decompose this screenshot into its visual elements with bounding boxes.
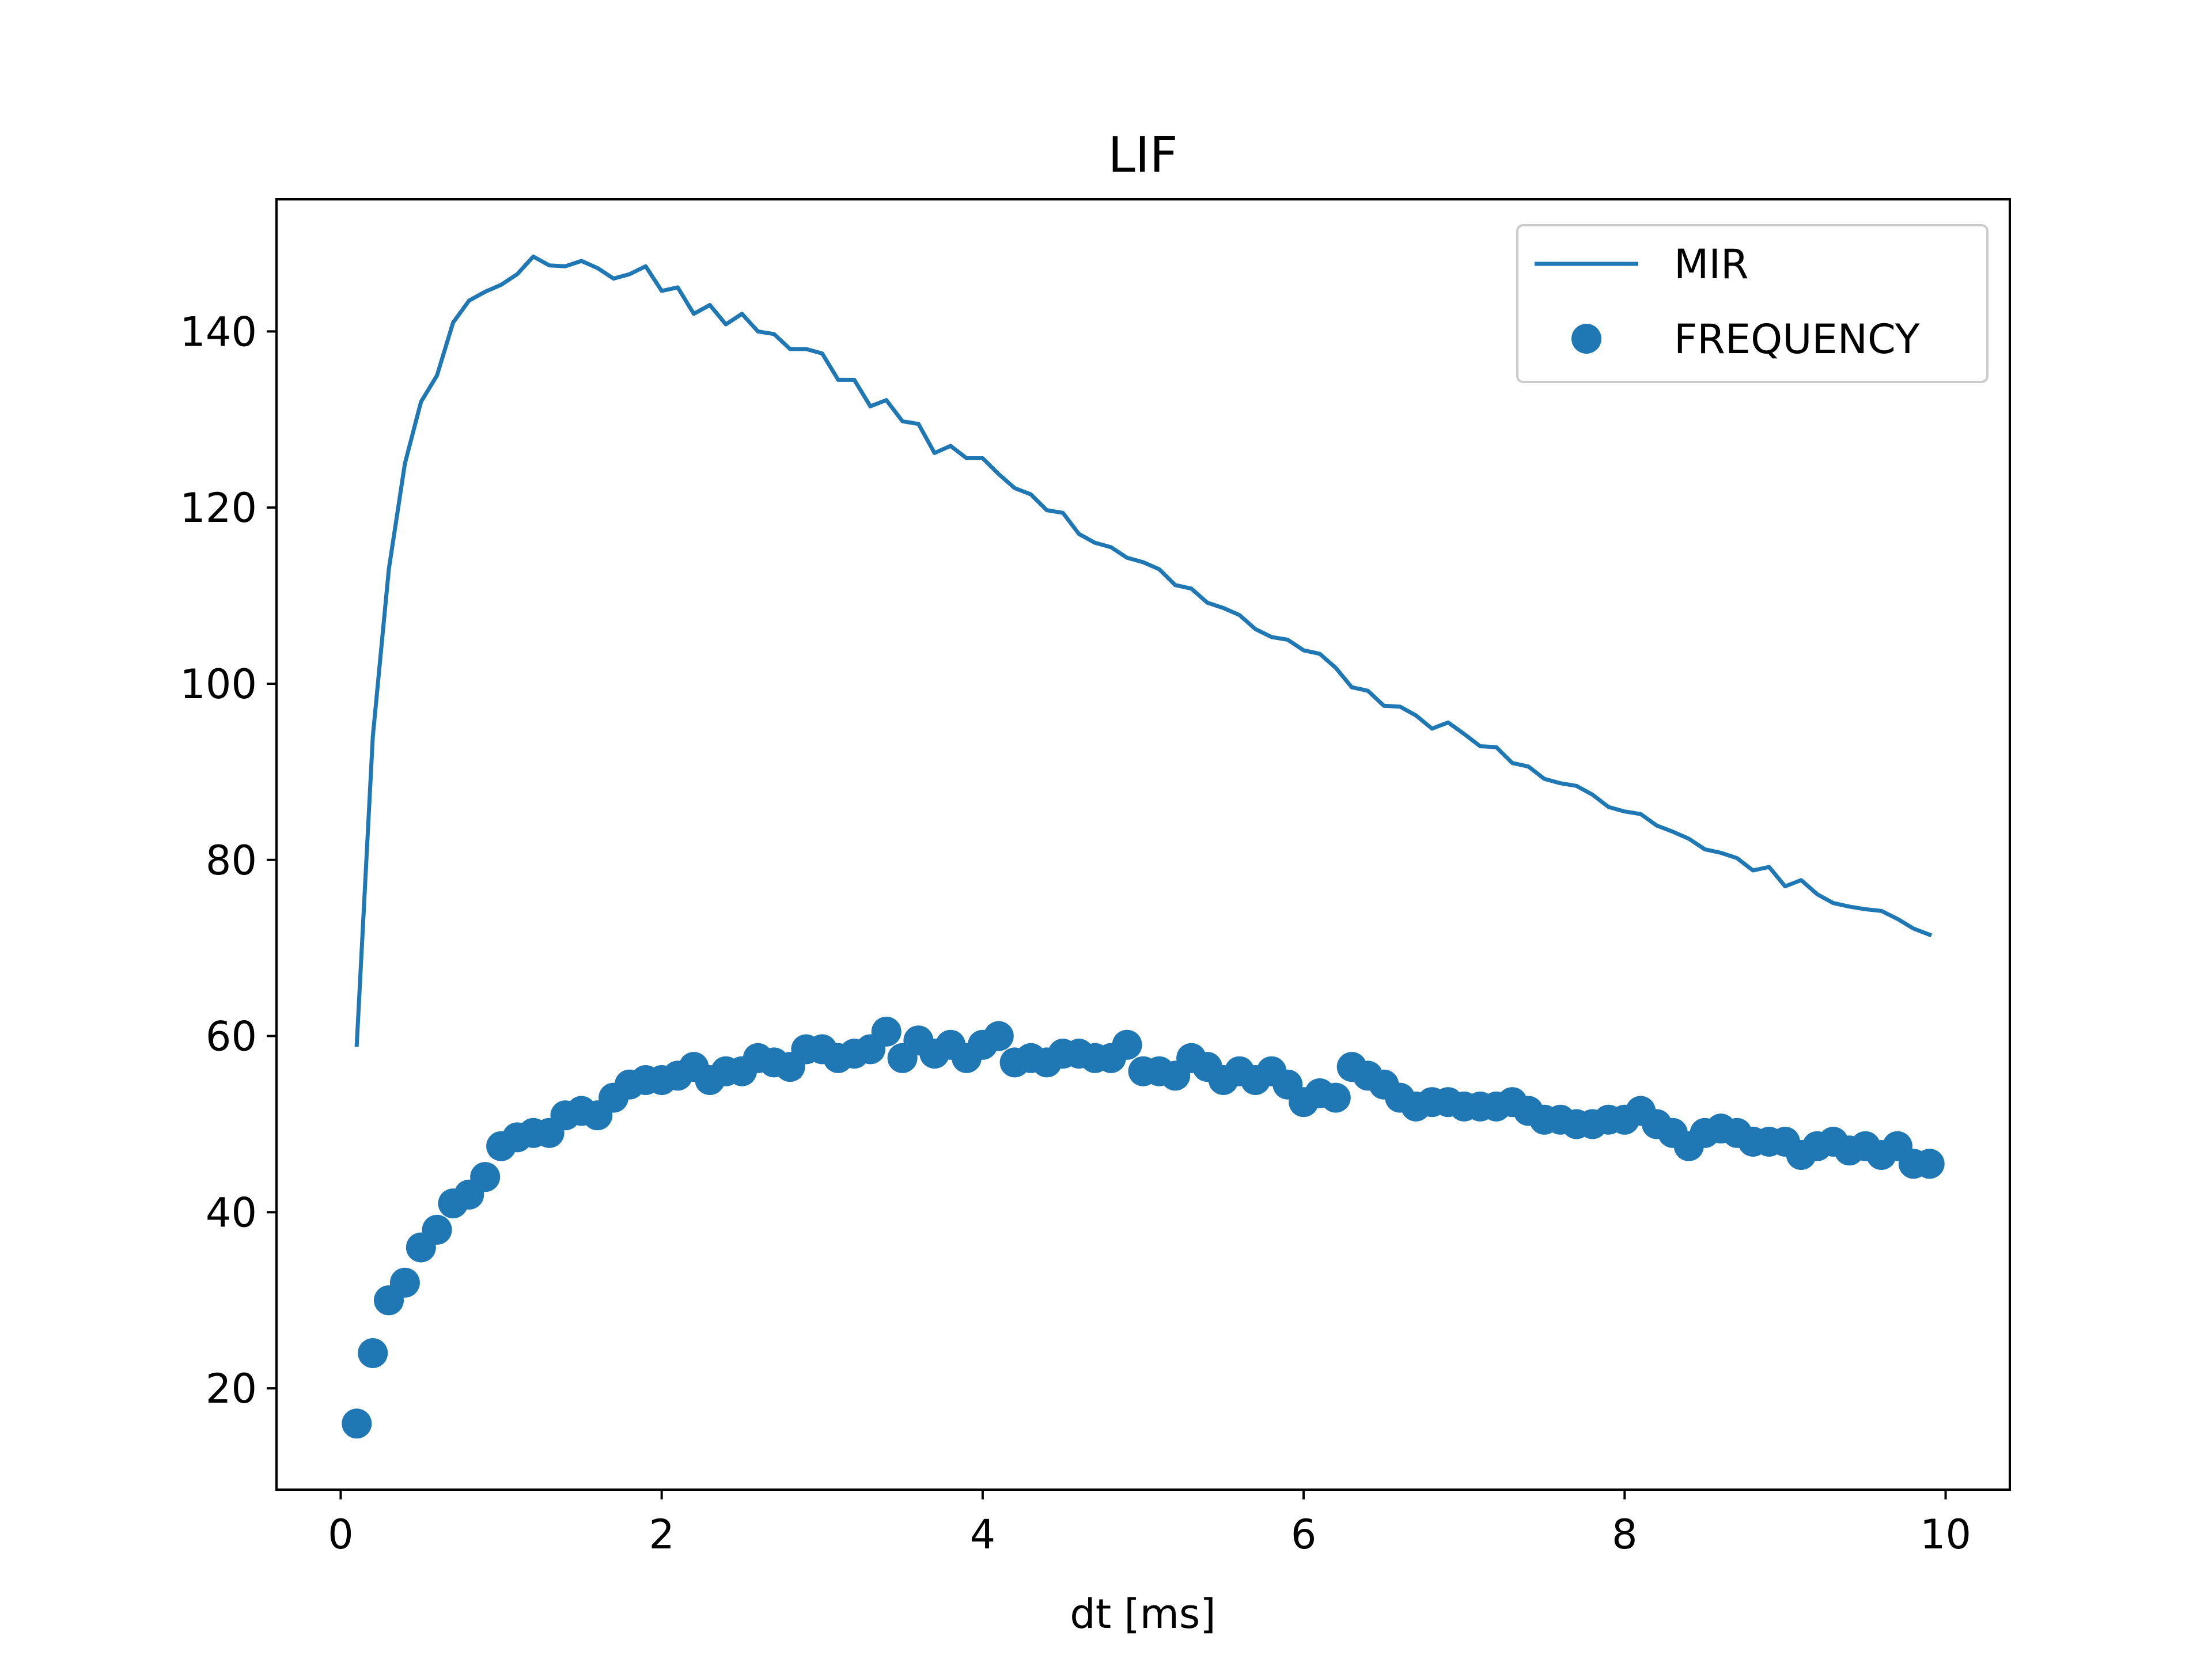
frequency-point xyxy=(422,1214,452,1245)
mir-series xyxy=(354,254,1933,1047)
mir-line xyxy=(354,254,1933,1047)
frequency-point xyxy=(1914,1149,1945,1179)
frequency-point xyxy=(1112,1029,1142,1060)
y-tick-label: 40 xyxy=(206,1189,257,1236)
frequency-point xyxy=(470,1162,501,1192)
plot-frame xyxy=(275,198,2011,1491)
frequency-point xyxy=(358,1338,388,1368)
x-tick-label: 0 xyxy=(328,1511,354,1558)
legend: MIR FREQUENCY xyxy=(1516,224,1988,383)
x-tick-label: 10 xyxy=(1920,1511,1971,1558)
chart-title: LIF xyxy=(1108,127,1177,184)
x-tick-label: 2 xyxy=(649,1511,675,1558)
y-tick-label: 60 xyxy=(206,1013,257,1060)
legend-frequency-swatch xyxy=(1571,324,1601,354)
y-tick-label: 20 xyxy=(206,1365,257,1412)
x-axis: 0 2 4 6 8 10 xyxy=(328,1490,1971,1558)
y-tick-label: 100 xyxy=(180,661,257,708)
y-axis: 20 40 60 80 100 120 140 xyxy=(180,308,276,1412)
legend-mir-label: MIR xyxy=(1674,241,1749,288)
y-tick-label: 80 xyxy=(206,837,257,884)
frequency-series xyxy=(342,1016,1945,1439)
legend-frequency-label: FREQUENCY xyxy=(1674,316,1920,363)
frequency-point xyxy=(342,1408,372,1439)
x-axis-label: dt [ms] xyxy=(1070,1590,1215,1638)
frequency-point xyxy=(871,1016,902,1047)
y-tick-label: 120 xyxy=(180,484,257,532)
x-tick-label: 4 xyxy=(970,1511,996,1558)
frequency-point xyxy=(983,1021,1014,1051)
frequency-point xyxy=(1320,1082,1351,1113)
plot-area xyxy=(342,254,1945,1439)
y-tick-label: 140 xyxy=(180,308,257,355)
x-tick-label: 6 xyxy=(1291,1511,1317,1558)
frequency-point xyxy=(389,1267,420,1298)
x-tick-label: 8 xyxy=(1612,1511,1638,1558)
